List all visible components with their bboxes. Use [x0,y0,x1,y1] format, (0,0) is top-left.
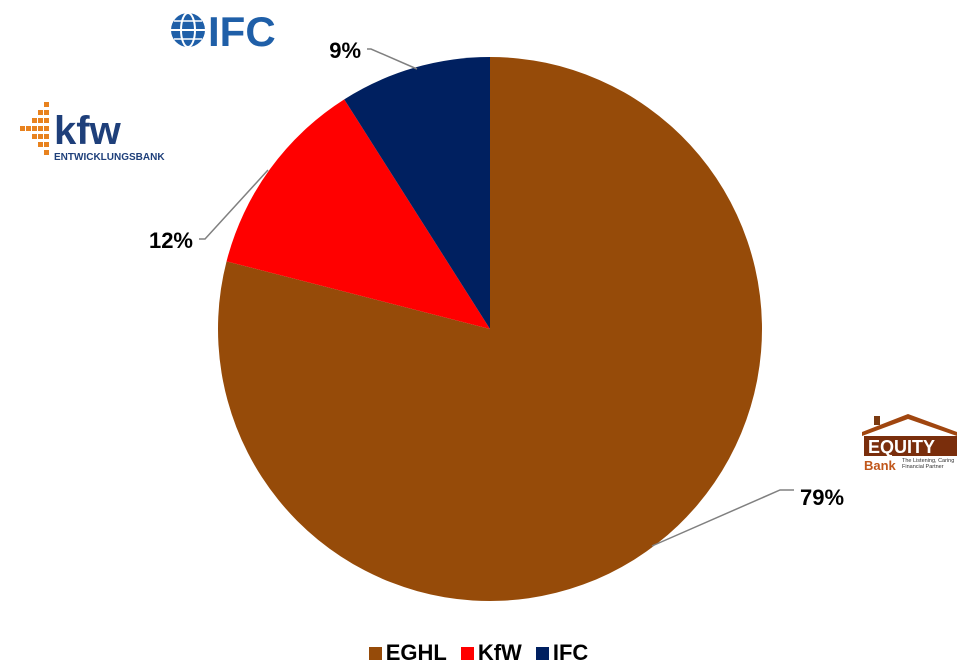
legend-item-eghl: EGHL [368,640,447,666]
kfw-logo-subtext: ENTWICKLUNGSBANK [54,152,165,163]
leader-line-eghl [651,489,794,547]
kfw-logo-text: kfw [54,109,122,153]
leader-line-ifc [367,48,418,70]
equity-logo-text: EQUITY [868,437,935,457]
globe-icon [171,12,205,48]
legend-item-ifc: IFC [535,640,589,666]
equity-bank-logo: EQUITY Bank The Listening, Caring Financ… [860,414,957,476]
legend-swatch-ifc [535,646,549,660]
legend-label-ifc: IFC [552,640,589,665]
dot-grid-icon [20,102,49,155]
pie-slice-kfw [226,99,490,329]
equity-logo-subtext: Bank [864,458,897,473]
kfw-logo: kfw ENTWICKLUNGSBANK [16,100,176,166]
pie-chart: 79% 12% 9% [149,38,844,601]
ifc-logo: IFC [168,8,303,55]
equity-tagline: The Listening, Caring Financial Partner [902,458,955,470]
house-roof-icon [862,414,957,436]
ifc-logo-text: IFC [208,10,276,50]
slice-label-kfw: 12% [149,228,193,253]
legend-label-kfw: KfW [477,640,522,665]
legend-swatch-kfw [460,646,474,660]
leader-line-kfw [199,169,269,240]
leader-lines [199,48,794,547]
pie-slice-ifc [344,57,490,329]
slice-label-eghl: 79% [800,485,844,510]
equity-text-box [864,436,957,456]
legend-label-eghl: EGHL [385,640,447,665]
legend-swatch-eghl [368,646,382,660]
slice-label-ifc: 9% [329,38,361,63]
legend-item-kfw: KfW [460,640,522,666]
pie-slices [218,57,763,601]
chart-legend: EGHL KfW IFC [0,640,957,666]
slice-labels: 79% 12% 9% [149,38,844,510]
